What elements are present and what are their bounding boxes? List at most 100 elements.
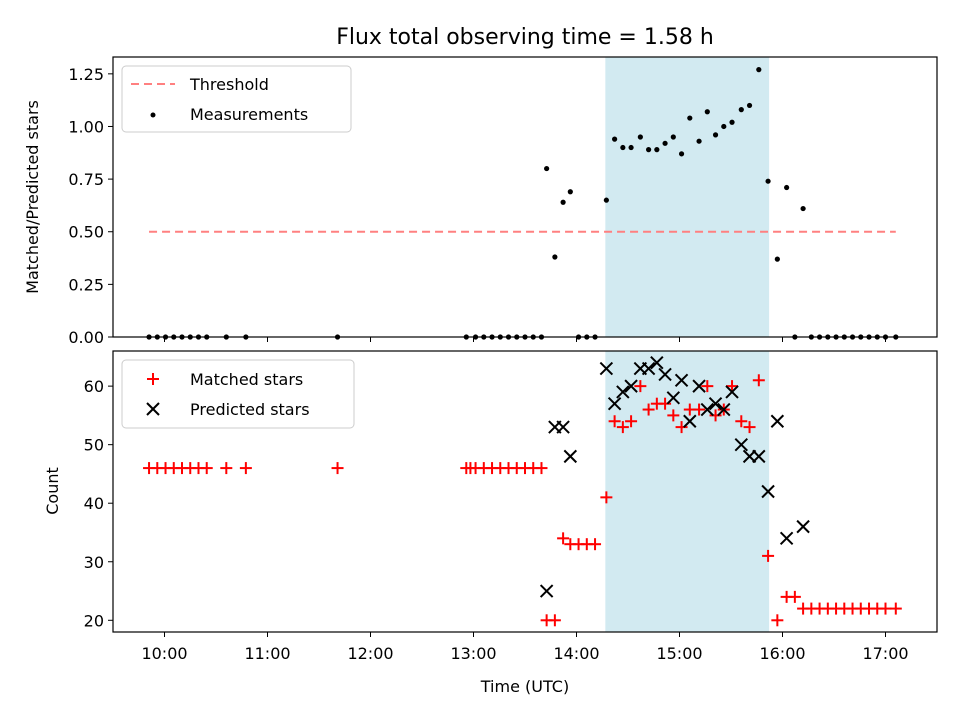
- matched-star-point: [752, 374, 765, 387]
- predicted-star-d2: [761, 484, 775, 499]
- matched-star-point: [675, 421, 688, 434]
- predicted-star-d2: [708, 396, 723, 411]
- predicted-star-d2: [700, 402, 715, 417]
- matched-star-point: [735, 415, 748, 428]
- measurement-point: [712, 132, 719, 138]
- measurement-point: [612, 136, 618, 142]
- measurement-point: [670, 134, 676, 140]
- predicted-star-point: [650, 356, 664, 370]
- count-legend-box: [121, 359, 355, 429]
- measurement-point: [729, 119, 735, 125]
- predicted-star-point: [674, 373, 689, 387]
- predicted-star-point: [683, 414, 697, 428]
- measurement-point: [552, 254, 558, 260]
- predicted-star-point: [761, 484, 775, 499]
- measurement-point: [696, 138, 702, 144]
- predicted-star-point: [641, 361, 656, 376]
- x-tick-label: 10:00: [141, 644, 187, 663]
- predicted-star-point: [708, 396, 723, 411]
- matched-star-point: [535, 462, 548, 475]
- predicted-star-d2: [683, 414, 697, 428]
- predicted-star-point: [770, 414, 785, 428]
- predicted-star-point: [658, 367, 672, 382]
- predicted-star-d2: [666, 391, 681, 405]
- measurement-point: [544, 165, 550, 172]
- predicted-star-point: [796, 519, 810, 534]
- measurement-point: [560, 199, 566, 205]
- x-tick-label: 11:00: [244, 644, 290, 663]
- count-y-tick-label: 40: [84, 494, 104, 513]
- predicted-star-d2: [770, 414, 785, 428]
- measurement-point: [687, 115, 693, 121]
- matched-star-point: [600, 491, 613, 504]
- measurement-point: [765, 178, 771, 184]
- legend-matched-label: Matched stars: [190, 370, 303, 389]
- matched-star-point: [889, 602, 902, 615]
- ratio-legend: Threshold Measurements: [121, 65, 352, 133]
- predicted-star-d2: [658, 367, 672, 382]
- panel-counts: 10:00 11:00 12:00 13:00 14:00 15:00 16:00 17:00…: [43, 350, 938, 696]
- predicted-star-d2: [752, 449, 766, 464]
- legend-predicted-swatch: [146, 402, 160, 416]
- matched-star-point: [879, 602, 892, 615]
- count-legend: Matched stars Predicted stars: [121, 359, 355, 429]
- matched-star-point: [220, 462, 233, 475]
- legend-measurements-swatch: [150, 112, 156, 118]
- predicted-star-d2: [734, 437, 749, 452]
- chart-title: Flux total observing time = 1.58 h: [336, 25, 714, 50]
- measurement-point: [628, 144, 634, 151]
- ratio-y-tick-label: 1.00: [68, 117, 104, 136]
- matched-star-point: [788, 590, 801, 603]
- matched-star-point: [771, 614, 784, 627]
- count-plot-frame: [112, 350, 938, 633]
- measurement-point: [646, 147, 652, 153]
- measurement-point: [800, 205, 806, 212]
- matched-star-point: [589, 538, 602, 551]
- legend-measurements-label: Measurements: [190, 105, 308, 124]
- ratio-y-tick-label: 1.25: [68, 65, 104, 84]
- matched-star-point: [616, 421, 629, 434]
- predicted-star-d2: [779, 531, 794, 546]
- measurement-point: [654, 147, 660, 153]
- matched-star-point: [709, 409, 722, 422]
- predicted-star-point: [666, 391, 681, 405]
- legend-predicted-label: Predicted stars: [190, 400, 310, 419]
- matched-star-point: [200, 462, 213, 475]
- x-tick-label: 15:00: [656, 644, 702, 663]
- legend-matched-swatch: [147, 373, 159, 385]
- count-y-tick-label: 30: [84, 553, 104, 572]
- predicted-star-point: [563, 449, 578, 464]
- predicted-star-point: [539, 584, 554, 598]
- matched-star-point: [726, 380, 739, 393]
- predicted-star-d2: [796, 519, 810, 534]
- predicted-star-d2: [599, 361, 614, 376]
- matched-star-point: [659, 397, 672, 410]
- matched-star-point: [548, 614, 561, 627]
- measurement-point: [756, 67, 762, 73]
- predicted-star-d2: [717, 402, 731, 417]
- measurement-point: [738, 107, 744, 113]
- measurement-point: [704, 109, 710, 115]
- measurement-point: [784, 184, 790, 191]
- matched-star-point: [331, 462, 344, 475]
- x-tick-label: 17:00: [862, 644, 908, 663]
- count-y-tick-label: 50: [84, 436, 104, 455]
- ratio-y-tick-label: 0.50: [68, 223, 104, 242]
- count-axes: 10:00 11:00 12:00 13:00 14:00 15:00 16:00 17:00…: [84, 377, 909, 663]
- predicted-star-point: [779, 531, 794, 546]
- predicted-star-point: [692, 379, 706, 393]
- ratio-plot-frame: [112, 56, 938, 338]
- predicted-star-d2: [641, 361, 656, 376]
- ratio-axes: 0.00 0.25 0.50 0.75 1.00 1.25: [68, 65, 886, 347]
- predicted-star-point: [599, 361, 614, 376]
- predicted-star-d2: [674, 373, 689, 387]
- matched-star-point: [557, 532, 570, 545]
- measurement-point: [567, 189, 573, 195]
- matched-star-point: [608, 415, 621, 428]
- predicted-star-point: [717, 402, 731, 417]
- predicted-star-point: [752, 449, 766, 464]
- predicted-star-point: [556, 420, 570, 434]
- predicted-star-d2: [616, 385, 630, 399]
- predicted-star-point: [725, 385, 739, 399]
